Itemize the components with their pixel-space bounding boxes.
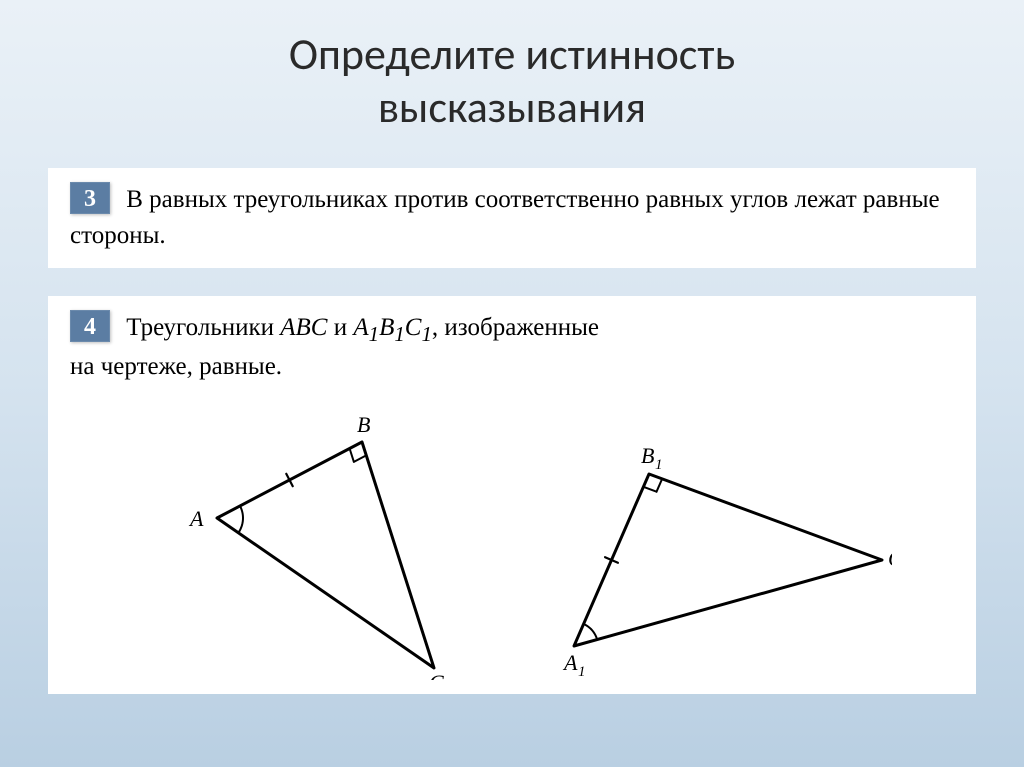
stmt4-abc: ABC	[280, 314, 327, 341]
figure-container: ABCA1B1C1	[70, 410, 954, 680]
statement-box-4: 4 Треугольники ABC и A1B1C1, изображенны…	[48, 296, 976, 693]
statement-4-text: Треугольники ABC и A1B1C1, изображенные …	[70, 314, 599, 380]
svg-text:B: B	[641, 443, 654, 468]
title-line-1: Определите истинность	[289, 27, 735, 81]
slide: Определите истинность высказывания 3 В р…	[0, 0, 1024, 767]
statement-box-3: 3 В равных треугольниках против соответс…	[48, 168, 976, 269]
stmt4-a1b1c1: A1B1C1	[353, 314, 432, 341]
title-line-2: высказывания	[378, 80, 646, 134]
svg-text:C: C	[888, 546, 892, 571]
stmt4-suf1: , изображенные	[432, 314, 599, 341]
svg-text:A: A	[188, 506, 204, 531]
stmt4-mid: и	[327, 314, 353, 341]
page-title: Определите истинность высказывания	[0, 28, 1024, 134]
svg-text:C: C	[429, 670, 444, 680]
statement-3-text: В равных треугольниках против соответств…	[70, 186, 940, 249]
triangles-figure: ABCA1B1C1	[132, 410, 892, 680]
svg-text:A: A	[562, 650, 578, 675]
svg-text:1: 1	[578, 664, 586, 680]
svg-text:B: B	[357, 412, 370, 437]
svg-text:1: 1	[655, 457, 663, 473]
badge-4: 4	[70, 310, 110, 342]
badge-3: 3	[70, 182, 110, 214]
stmt4-suf2: на чертеже, равные.	[70, 353, 282, 380]
stmt4-prefix: Треугольники	[126, 314, 280, 341]
